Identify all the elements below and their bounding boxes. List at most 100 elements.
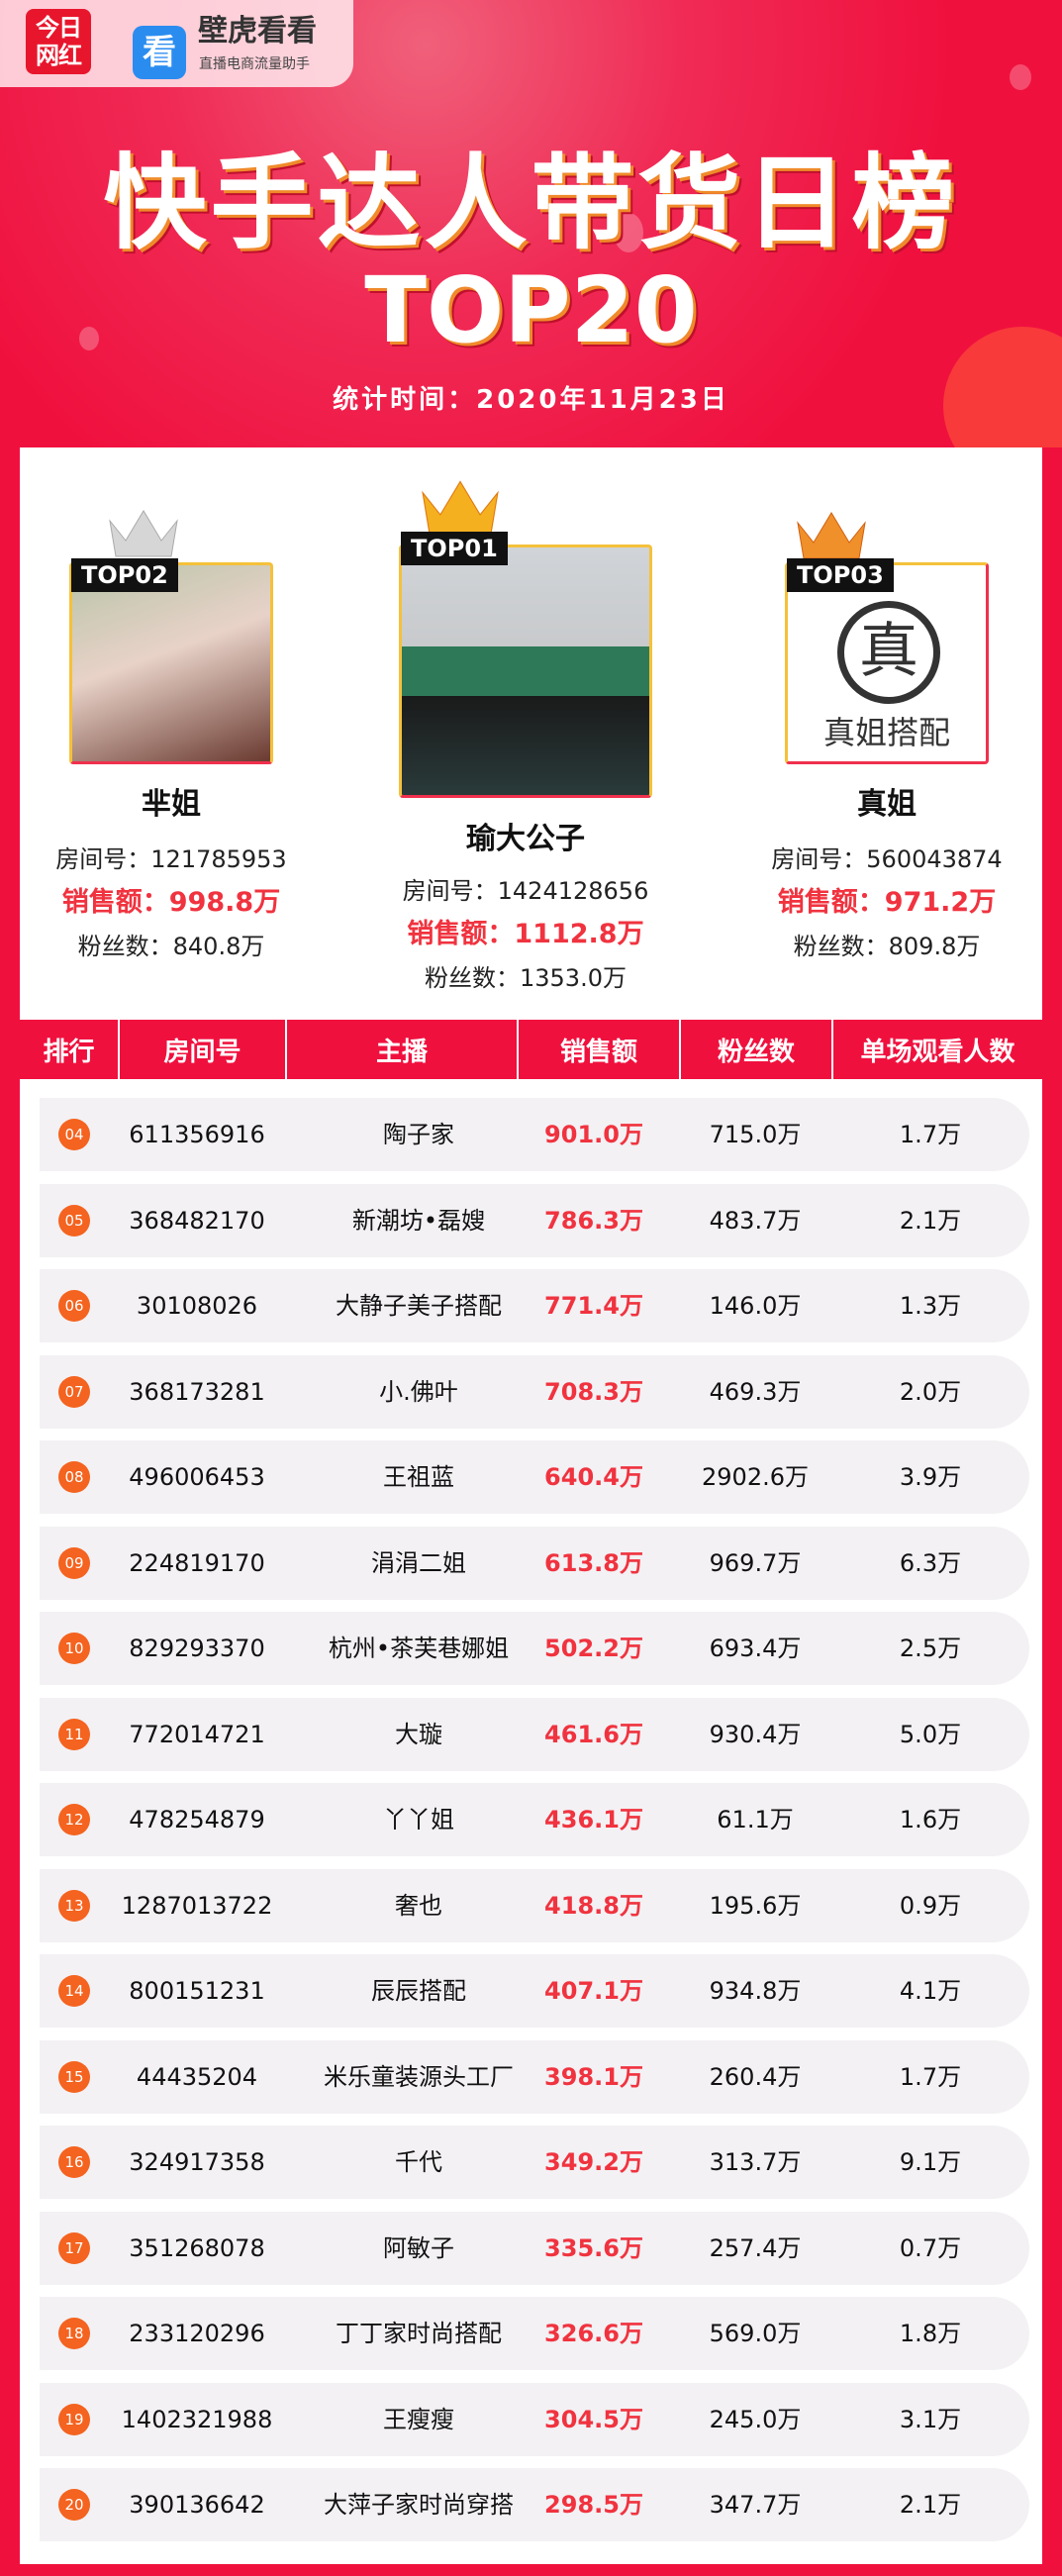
top03-badge: TOP03 bbox=[787, 558, 894, 592]
top01-avatar[interactable] bbox=[399, 545, 652, 798]
zhenjie-logo-mark: 真 bbox=[837, 601, 940, 704]
header-viewers[interactable]: 单场观看人数 bbox=[860, 1037, 1015, 1067]
viewers-count: 0.9万 bbox=[899, 1891, 962, 1920]
rank-badge: 20 bbox=[58, 2489, 90, 2521]
fans-count: 195.6万 bbox=[709, 1891, 802, 1920]
header-anchor[interactable]: 主播 bbox=[287, 1020, 519, 1079]
room-number: 390136642 bbox=[129, 2491, 265, 2519]
table-row[interactable]: 08 496006453 王祖蓝 640.4万 2902.6万 3.9万 bbox=[40, 1440, 1029, 1514]
anchor-name: 米乐童装源头工厂 bbox=[324, 2062, 514, 2091]
rank-badge: 16 bbox=[58, 2146, 90, 2178]
sales-amount: 304.5万 bbox=[544, 2405, 643, 2433]
table-row[interactable]: 16 324917358 千代 349.2万 313.7万 9.1万 bbox=[40, 2126, 1029, 2199]
room-number: 44435204 bbox=[136, 2062, 258, 2091]
fans-count: 969.7万 bbox=[709, 1548, 802, 1577]
fans-count: 469.3万 bbox=[709, 1377, 802, 1406]
table-row[interactable]: 04 611356916 陶子家 901.0万 715.0万 1.7万 bbox=[40, 1098, 1029, 1171]
top03-name: 真姐 bbox=[857, 787, 917, 822]
fans-count: 483.7万 bbox=[709, 1206, 802, 1235]
top01-name: 瑜大公子 bbox=[466, 822, 585, 856]
anchor-name: 陶子家 bbox=[383, 1121, 454, 1148]
fans-count: 260.4万 bbox=[709, 2062, 802, 2091]
fans-count: 257.4万 bbox=[709, 2233, 802, 2262]
anchor-name: 王瘦瘦 bbox=[383, 2405, 454, 2433]
header-fans[interactable]: 粉丝数 bbox=[681, 1020, 833, 1079]
sales-amount: 326.6万 bbox=[544, 2320, 643, 2347]
decor-dot bbox=[79, 327, 99, 350]
viewers-count: 2.5万 bbox=[899, 1635, 962, 1662]
rank-badge: 04 bbox=[58, 1119, 90, 1150]
table-row[interactable]: 10 829293370 杭州•茶芙巷娜姐 502.2万 693.4万 2.5万 bbox=[40, 1612, 1029, 1685]
room-number: 1402321988 bbox=[121, 2405, 273, 2433]
anchor-name: 辰辰搭配 bbox=[371, 1977, 466, 2005]
brand-name: 壁虎看看 bbox=[198, 14, 317, 49]
room-number: 224819170 bbox=[129, 1548, 265, 1577]
decor-dot bbox=[1010, 64, 1031, 90]
stat-date: 统计时间：2020年11月23日 bbox=[333, 385, 729, 415]
viewers-count: 5.0万 bbox=[899, 1720, 962, 1748]
rank-badge: 06 bbox=[58, 1290, 90, 1322]
top01-room: 房间号：1424128656 bbox=[402, 877, 649, 905]
anchor-name: 王祖蓝 bbox=[383, 1463, 454, 1491]
rank-badge: 08 bbox=[58, 1461, 90, 1493]
jinri-wanghong-logo: 今日网红 bbox=[26, 9, 91, 74]
anchor-name: 新潮坊•磊嫂 bbox=[351, 1206, 486, 1235]
page-title: 快手达人带货日榜 bbox=[103, 143, 959, 263]
viewers-count: 2.1万 bbox=[899, 2491, 962, 2519]
fans-count: 347.7万 bbox=[709, 2491, 802, 2519]
top01-fans: 粉丝数：1353.0万 bbox=[425, 964, 627, 992]
rank-badge: 13 bbox=[58, 1889, 90, 1922]
sales-amount: 335.6万 bbox=[544, 2233, 643, 2262]
header-rank[interactable]: 排行 bbox=[20, 1020, 120, 1079]
sales-amount: 502.2万 bbox=[544, 1635, 643, 1662]
table-row[interactable]: 12 478254879 丫丫姐 436.1万 61.1万 1.6万 bbox=[40, 1783, 1029, 1856]
room-number: 496006453 bbox=[129, 1463, 265, 1491]
viewers-count: 2.1万 bbox=[899, 1206, 962, 1235]
table-row[interactable]: 14 800151231 辰辰搭配 407.1万 934.8万 4.1万 bbox=[40, 1954, 1029, 2028]
viewers-count: 3.1万 bbox=[899, 2405, 962, 2433]
fans-count: 934.8万 bbox=[709, 1977, 802, 2005]
viewers-count: 1.7万 bbox=[899, 1121, 962, 1148]
table-row[interactable]: 18 233120296 丁丁家时尚搭配 326.6万 569.0万 1.8万 bbox=[40, 2297, 1029, 2370]
top02-avatar[interactable] bbox=[69, 562, 273, 764]
table-row[interactable]: 17 351268078 阿敏子 335.6万 257.4万 0.7万 bbox=[40, 2211, 1029, 2285]
header-room[interactable]: 房间号 bbox=[120, 1020, 287, 1079]
fans-count: 245.0万 bbox=[709, 2405, 802, 2433]
room-number: 324917358 bbox=[129, 2148, 265, 2176]
anchor-name: 阿敏子 bbox=[383, 2233, 454, 2262]
table-row[interactable]: 13 1287013722 奢也 418.8万 195.6万 0.9万 bbox=[40, 1868, 1029, 1942]
room-number: 800151231 bbox=[129, 1977, 265, 2005]
anchor-name: 大静子美子搭配 bbox=[336, 1292, 502, 1320]
fans-count: 61.1万 bbox=[717, 1806, 794, 1833]
room-number: 772014721 bbox=[129, 1720, 265, 1748]
viewers-count: 0.7万 bbox=[899, 2233, 962, 2262]
table-row[interactable]: 20 390136642 大萍子家时尚穿搭 298.5万 347.7万 2.1万 bbox=[40, 2468, 1029, 2541]
zhenjie-logo-text: 真姐搭配 bbox=[822, 714, 950, 751]
ranking-table: 04 611356916 陶子家 901.0万 715.0万 1.7万 05 36848217… bbox=[20, 1079, 1042, 2564]
sales-amount: 613.8万 bbox=[544, 1548, 643, 1577]
sales-amount: 436.1万 bbox=[544, 1806, 643, 1833]
table-row[interactable]: 06 30108026 大静子美子搭配 771.4万 146.0万 1.3万 bbox=[40, 1269, 1029, 1342]
rank-badge: 15 bbox=[58, 2060, 90, 2093]
table-row[interactable]: 09 224819170 涓涓二姐 613.8万 969.7万 6.3万 bbox=[40, 1526, 1029, 1600]
rank-badge: 07 bbox=[58, 1375, 90, 1408]
table-row[interactable]: 11 772014721 大璇 461.6万 930.4万 5.0万 bbox=[40, 1697, 1029, 1771]
sales-amount: 298.5万 bbox=[544, 2491, 643, 2519]
room-number: 368173281 bbox=[129, 1377, 265, 1406]
header-sales[interactable]: 销售额 bbox=[519, 1020, 681, 1079]
viewers-count: 1.7万 bbox=[899, 2062, 962, 2091]
table-row[interactable]: 15 44435204 米乐童装源头工厂 398.1万 260.4万 1.7万 bbox=[40, 2039, 1029, 2114]
top01-badge: TOP01 bbox=[401, 532, 508, 565]
top03-avatar[interactable]: 真 真姐搭配 bbox=[785, 562, 989, 764]
viewers-count: 2.0万 bbox=[899, 1377, 962, 1406]
table-row[interactable]: 19 1402321988 王瘦瘦 304.5万 245.0万 3.1万 bbox=[40, 2382, 1029, 2456]
fans-count: 930.4万 bbox=[709, 1720, 802, 1748]
table-row[interactable]: 05 368482170 新潮坊•磊嫂 786.3万 483.7万 2.1万 bbox=[40, 1183, 1029, 1257]
table-row[interactable]: 07 368173281 小.佛叶 708.3万 469.3万 2.0万 bbox=[40, 1354, 1029, 1429]
rank-badge: 12 bbox=[58, 1804, 90, 1835]
sales-amount: 349.2万 bbox=[544, 2148, 643, 2176]
decor-dot bbox=[614, 213, 643, 252]
top3-card: TOP02 芈姐 房间号：121785953 销售额：998.8万 粉丝数：84… bbox=[20, 447, 1042, 1020]
room-number: 233120296 bbox=[129, 2320, 265, 2347]
rank-badge: 14 bbox=[58, 1975, 90, 2007]
